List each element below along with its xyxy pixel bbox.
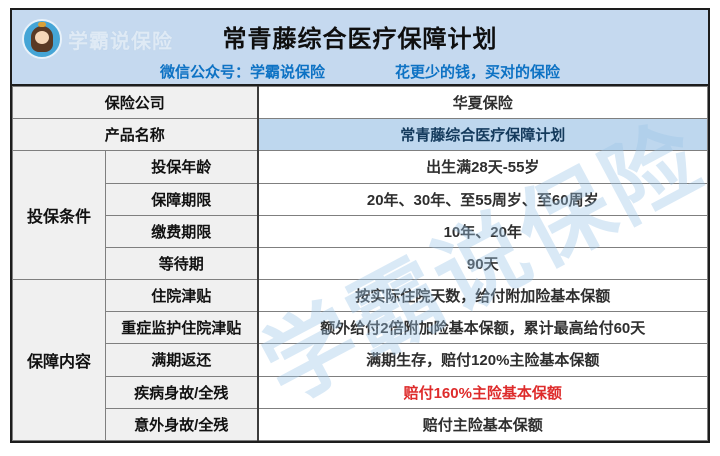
row-label-product-name: 产品名称 xyxy=(12,118,259,152)
brand-logo: 学霸说保险 xyxy=(22,19,173,59)
row-value-payment-term: 10年、20年 xyxy=(256,214,708,248)
page-title: 常青藤综合医疗保障计划 xyxy=(222,26,498,53)
row-label-waiting-period: 等待期 xyxy=(104,246,259,281)
table-row: 投保条件 投保年龄 出生满28天-55岁 xyxy=(12,150,708,281)
row-value-hospital-allowance: 按实际住院天数，给付附加险基本保额 xyxy=(256,279,708,313)
row-value-product-name: 常青藤综合医疗保障计划 xyxy=(256,118,708,152)
avatar-face-shape xyxy=(35,31,49,44)
table-row: 缴费期限 10年、20年 xyxy=(13,214,708,248)
brand-avatar-icon xyxy=(22,19,62,59)
table-row: 疾病身故/全残 赔付160%主险基本保额 xyxy=(13,375,708,409)
table-row: 产品名称 常青藤综合医疗保障计划 xyxy=(12,118,708,152)
table-row: 意外身故/全残 赔付主险基本保额 xyxy=(13,407,708,441)
row-label-icu-allowance: 重症监护住院津贴 xyxy=(104,311,259,345)
table-row: 满期返还 满期生存，赔付120%主险基本保额 xyxy=(13,343,708,377)
avatar-bun-shape xyxy=(38,22,46,27)
table-row: 重症监护住院津贴 额外给付2倍附加险基本保额，累计最高给付60天 xyxy=(13,311,708,345)
row-label-insurer: 保险公司 xyxy=(12,85,259,120)
row-label-accident-death: 意外身故/全残 xyxy=(104,407,259,441)
group-label-eligibility: 投保条件 xyxy=(12,150,106,281)
row-value-accident-death: 赔付主险基本保额 xyxy=(256,407,708,441)
row-label-coverage-term: 保障期限 xyxy=(104,182,259,216)
insurance-plan-table: 保险公司 华夏保险 产品名称 常青藤综合医疗保障计划 投保条件 投保年龄 出生满… xyxy=(12,85,708,441)
wechat-account-label: 微信公众号：学霸说保险 xyxy=(159,64,325,81)
row-value-maturity-refund: 满期生存，赔付120%主险基本保额 xyxy=(256,343,708,377)
row-label-hospital-allowance: 住院津贴 xyxy=(104,279,259,313)
row-value-icu-allowance: 额外给付2倍附加险基本保额，累计最高给付60天 xyxy=(256,311,708,345)
brand-name: 学霸说保险 xyxy=(68,30,173,53)
table-row: 保障内容 住院津贴 按实际住院天数，给付附加险基本保额 xyxy=(12,279,708,441)
table-row: 保障期限 20年、30年、至55周岁、至60周岁 xyxy=(13,182,708,216)
infographic-frame: 学霸说保险 常青藤综合医疗保障计划 微信公众号：学霸说保险 花更少的钱，买对的保… xyxy=(10,8,710,443)
table-row: 保险公司 华夏保险 xyxy=(12,85,708,120)
group-label-benefits: 保障内容 xyxy=(12,279,106,441)
slogan-label: 花更少的钱，买对的保险 xyxy=(395,64,561,81)
row-value-entry-age: 出生满28天-55岁 xyxy=(256,150,708,184)
header: 学霸说保险 常青藤综合医疗保障计划 微信公众号：学霸说保险 花更少的钱，买对的保… xyxy=(12,10,708,86)
row-label-payment-term: 缴费期限 xyxy=(104,214,259,248)
row-value-waiting-period: 90天 xyxy=(256,246,708,281)
row-value-coverage-term: 20年、30年、至55周岁、至60周岁 xyxy=(256,182,708,216)
row-label-maturity-refund: 满期返还 xyxy=(104,343,259,377)
row-label-illness-death: 疾病身故/全残 xyxy=(104,375,259,409)
row-value-illness-death: 赔付160%主险基本保额 xyxy=(256,375,708,409)
row-value-insurer: 华夏保险 xyxy=(256,85,708,120)
header-subtitle: 微信公众号：学霸说保险 花更少的钱，买对的保险 xyxy=(12,61,708,82)
row-label-entry-age: 投保年龄 xyxy=(104,150,259,184)
table-row: 等待期 90天 xyxy=(13,246,708,281)
